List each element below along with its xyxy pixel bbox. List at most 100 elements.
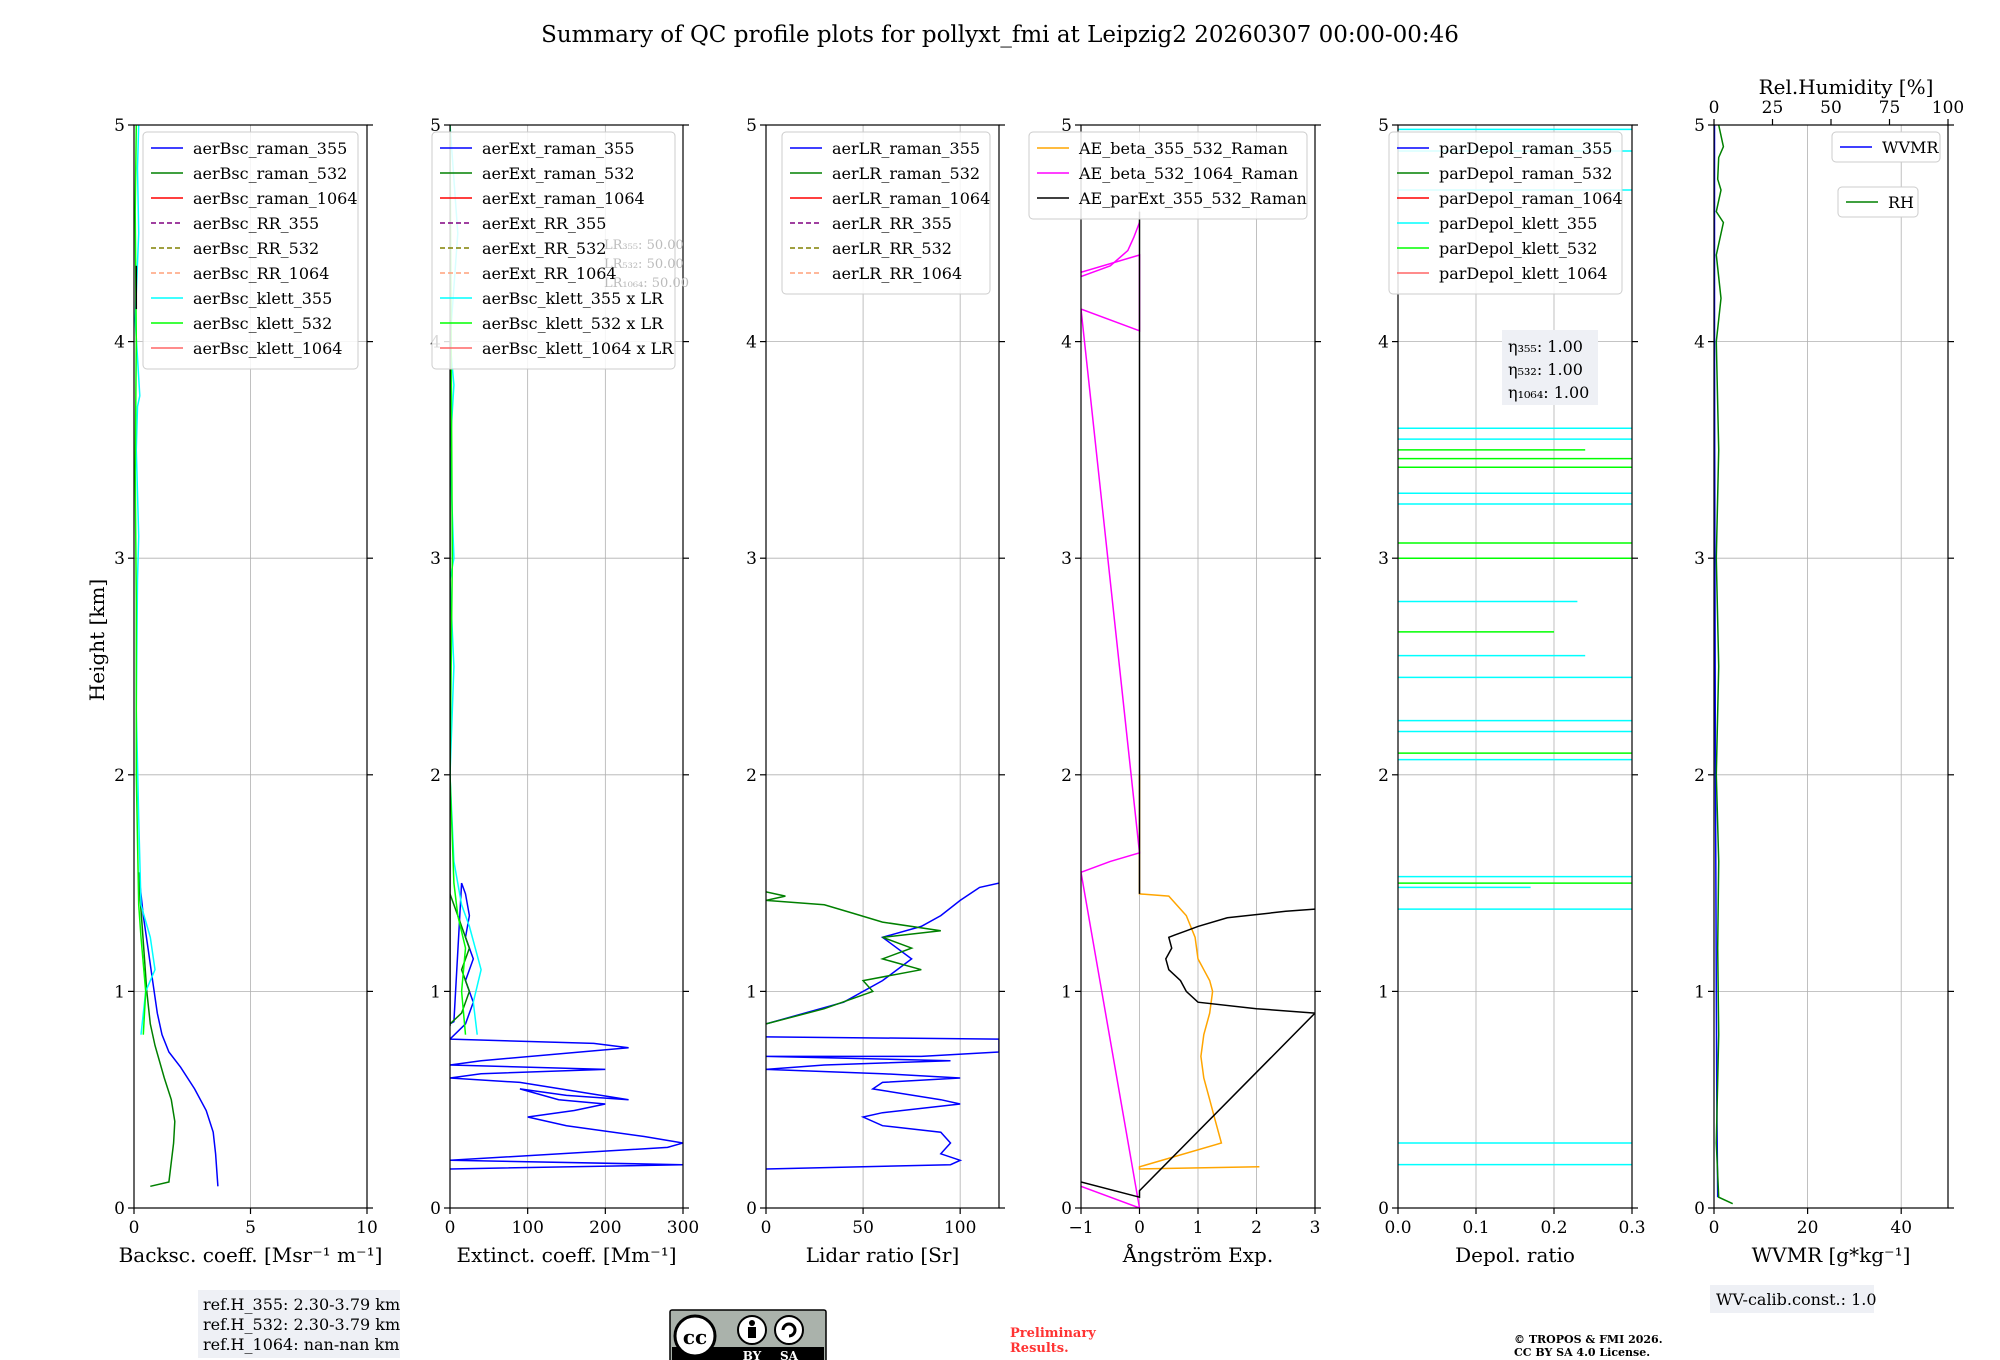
plot-area-wv xyxy=(1714,125,1734,1205)
axes-frame-ext xyxy=(449,124,684,1209)
legend-wvmr: WVMR xyxy=(1831,131,1941,163)
legend-label: aerBsc_RR_532 xyxy=(193,239,319,258)
legend-label: aerBsc_klett_532 x LR xyxy=(482,314,664,333)
x-axis-label-lr: Lidar ratio [Sr] xyxy=(806,1243,960,1267)
x-tick-label: 0 xyxy=(1134,1218,1145,1238)
plot-area-ae xyxy=(1081,211,1315,1208)
x-tick-label: 100 xyxy=(511,1218,543,1238)
y-tick-label: 0 xyxy=(430,1199,441,1219)
y-tick-label: 0 xyxy=(1378,1199,1389,1219)
y-tick-label: 4 xyxy=(746,333,757,353)
legend-rh: RH xyxy=(1837,186,1919,218)
legend-label: aerExt_raman_1064 xyxy=(482,189,645,208)
y-tick-label: 5 xyxy=(1694,116,1705,136)
x-tick-label: 5 xyxy=(245,1218,256,1238)
legend-label: aerBsc_raman_1064 xyxy=(193,189,358,208)
x-axis-label-ae: Ångström Exp. xyxy=(1122,1242,1273,1267)
legend-label: aerBsc_klett_532 xyxy=(193,314,332,333)
by-label: BY xyxy=(743,1349,762,1360)
y-axis-label: Height [km] xyxy=(85,579,109,701)
eta-annotation: η₃₅₅: 1.00 η₅₃₂: 1.00 η₁₀₆₄: 1.00 xyxy=(1502,330,1598,405)
top-x-tick-label: 75 xyxy=(1879,98,1901,118)
series-WVMR xyxy=(1714,125,1719,1198)
legend-box xyxy=(1388,131,1623,295)
series-aerExt_raman_355 xyxy=(450,882,683,1170)
lr-annotation: LR₁₀₆₄: 50.00 xyxy=(604,276,689,291)
y-tick-label: 2 xyxy=(430,766,441,786)
legend-label: WVMR xyxy=(1882,138,1939,157)
y-tick-label: 2 xyxy=(1694,766,1705,786)
y-tick-label: 5 xyxy=(114,116,125,136)
legend-label: aerExt_RR_532 xyxy=(482,239,606,258)
axes-frame-wv xyxy=(1713,124,1949,1209)
legend-label: aerBsc_klett_355 xyxy=(193,289,332,308)
y-tick-label: 1 xyxy=(1378,982,1389,1002)
x-tick-label: 50 xyxy=(852,1218,874,1238)
x-tick-label: 0 xyxy=(129,1218,140,1238)
series-aerBsc_raman_355 xyxy=(139,883,219,1187)
legend-label: parDepol_klett_1064 xyxy=(1439,264,1608,283)
y-tick-label: 4 xyxy=(1378,333,1389,353)
sa-icon-arrow xyxy=(781,1322,797,1338)
cc-license-badge: cc BY SA xyxy=(669,1309,827,1360)
cc-icon xyxy=(673,1314,717,1358)
plot-area-lr xyxy=(766,882,999,1170)
series-aerLR_raman_355 xyxy=(766,1036,999,1170)
by-icon-body xyxy=(748,1327,756,1338)
panel-wv: 0 20 40 0 1 2 3 4 5 WVMR [g*kg⁻¹] 0 25 50 75 100Rel.Hu… xyxy=(1694,75,1964,1267)
y-tick-label: 1 xyxy=(746,982,757,1002)
y-tick-label: 2 xyxy=(1061,766,1072,786)
by-icon-head xyxy=(749,1320,755,1326)
refh-line: ref.H_532: 2.30-3.79 km xyxy=(203,1315,400,1334)
x-tick-label: 20 xyxy=(1797,1218,1819,1238)
y-tick-label: 1 xyxy=(1061,982,1072,1002)
x-axis-label-bsc: Backsc. coeff. [Msr⁻¹ m⁻¹] xyxy=(119,1243,383,1267)
sa-label: SA xyxy=(780,1349,799,1360)
figure-title: Summary of QC profile plots for pollyxt_… xyxy=(541,22,1459,48)
legend-label: aerLR_RR_1064 xyxy=(832,264,962,283)
legend-label: aerLR_RR_532 xyxy=(832,239,952,258)
legend-depol: parDepol_raman_355 parDepol_raman_532 parD… xyxy=(1388,131,1623,295)
y-tick-label: 0 xyxy=(114,1199,125,1219)
legend-label: aerLR_raman_1064 xyxy=(832,189,990,208)
preliminary-note: Results. xyxy=(1010,1341,1069,1356)
legend-label: parDepol_klett_355 xyxy=(1439,214,1597,233)
refh-line: ref.H_355: 2.30-3.79 km xyxy=(203,1295,400,1314)
lr-annotation: LR₅₃₂: 50.00 xyxy=(604,257,684,272)
y-tick-label: 5 xyxy=(1378,116,1389,136)
y-tick-label: 0 xyxy=(1694,1199,1705,1219)
x-tick-label: 200 xyxy=(589,1218,621,1238)
series-AE_parExt_355_532_Raman xyxy=(1081,908,1315,1199)
legend-label: AE_beta_355_532_Raman xyxy=(1078,139,1288,158)
x-tick-label: 0 xyxy=(1709,1218,1720,1238)
y-tick-label: 5 xyxy=(1061,116,1072,136)
legend-label: aerBsc_RR_355 xyxy=(193,214,319,233)
legend-lr: aerLR_raman_355 aerLR_raman_532 aerLR_rama… xyxy=(781,131,991,295)
legend-label: aerExt_RR_355 xyxy=(482,214,606,233)
legend-label: aerLR_RR_355 xyxy=(832,214,952,233)
legend-label: AE_parExt_355_532_Raman xyxy=(1078,189,1307,208)
series-aerBsc_raman_532 xyxy=(137,872,176,1188)
legend-label: aerBsc_raman_532 xyxy=(193,164,347,183)
legend-label: parDepol_raman_1064 xyxy=(1439,189,1623,208)
legend-label: aerLR_raman_355 xyxy=(832,139,980,158)
legend-box xyxy=(142,131,359,370)
legend-label: RH xyxy=(1888,193,1914,212)
legend-label: aerLR_raman_532 xyxy=(832,164,980,183)
legend-label: aerBsc_klett_355 x LR xyxy=(482,289,664,308)
panel-bsc: 0 5 10 0 1 2 3 4 5 Backsc. coeff. [Msr⁻¹ m⁻¹] aerB… xyxy=(114,116,382,1267)
y-tick-label: 2 xyxy=(1378,766,1389,786)
series-AE_beta_532_1064_Raman xyxy=(1081,253,1141,1208)
axes-frame-depol xyxy=(1397,124,1633,1209)
sa-icon xyxy=(774,1315,804,1345)
series-aerLR_raman_532 xyxy=(766,891,941,1025)
eta-annotation-text: η₅₃₂: 1.00 xyxy=(1508,360,1583,379)
legend-label: AE_beta_532_1064_Raman xyxy=(1078,164,1298,183)
eta-annotation-text: η₃₅₅: 1.00 xyxy=(1508,337,1583,356)
top-x-axis-label: Rel.Humidity [%] xyxy=(1759,75,1934,99)
legend-label: parDepol_raman_355 xyxy=(1439,139,1612,158)
x-tick-label: 0.3 xyxy=(1618,1218,1645,1238)
y-tick-label: 3 xyxy=(1694,549,1705,569)
eta-annotation-box xyxy=(1502,330,1598,405)
preliminary-note: Preliminary xyxy=(1010,1326,1096,1341)
